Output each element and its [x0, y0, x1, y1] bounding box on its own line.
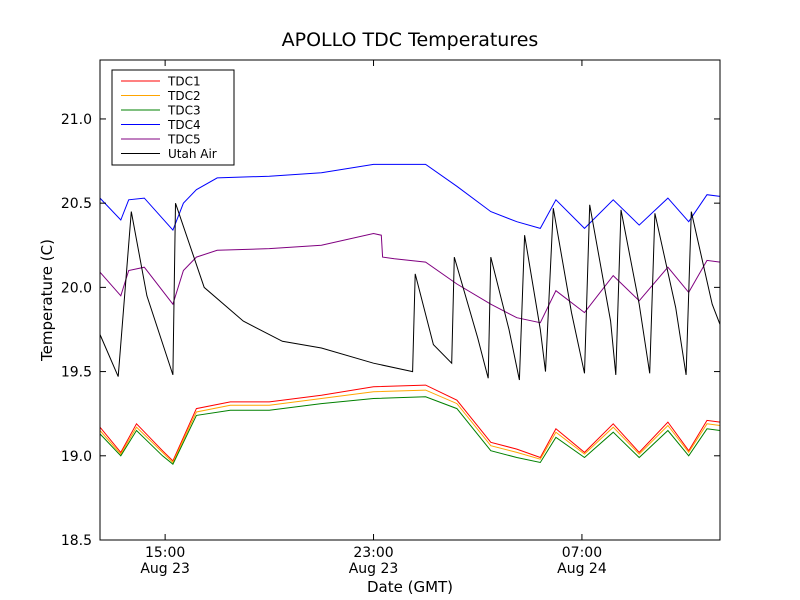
- y-tick-label: 20.5: [61, 196, 92, 212]
- chart-title: APOLLO TDC Temperatures: [282, 29, 539, 51]
- x-tick-date-label: Aug 23: [140, 561, 190, 577]
- legend-label: TDC2: [167, 89, 201, 103]
- series-line-tdc2: [99, 389, 721, 464]
- x-tick-time-label: 15:00: [145, 545, 185, 561]
- x-tick-date-label: Aug 24: [557, 561, 607, 577]
- legend-label: TDC1: [167, 75, 201, 89]
- legend-label: TDC4: [167, 118, 201, 132]
- x-tick-time-label: 07:00: [562, 545, 602, 561]
- series-line-tdc4: [99, 163, 721, 232]
- y-tick-label: 21.0: [61, 112, 92, 128]
- legend-label: Utah Air: [168, 147, 217, 161]
- legend-label: TDC3: [167, 104, 201, 118]
- series-line-tdc3: [99, 396, 721, 465]
- y-tick-label: 19.5: [61, 365, 92, 381]
- plot-frame: [99, 59, 721, 541]
- legend-box: [111, 69, 235, 166]
- y-axis-label: Temperature (C): [38, 239, 56, 362]
- series-line-utah-air: [99, 203, 721, 381]
- series-line-tdc1: [99, 384, 721, 462]
- series-line-tdc5: [99, 232, 721, 324]
- x-axis-label: Date (GMT): [367, 578, 453, 596]
- legend-label: TDC5: [167, 133, 201, 147]
- series-layer: [99, 163, 721, 465]
- y-tick-label: 18.5: [61, 533, 92, 549]
- y-tick-label: 20.0: [61, 280, 92, 296]
- x-tick-time-label: 23:00: [353, 545, 393, 561]
- y-tick-label: 19.0: [61, 449, 92, 465]
- x-tick-date-label: Aug 23: [349, 561, 399, 577]
